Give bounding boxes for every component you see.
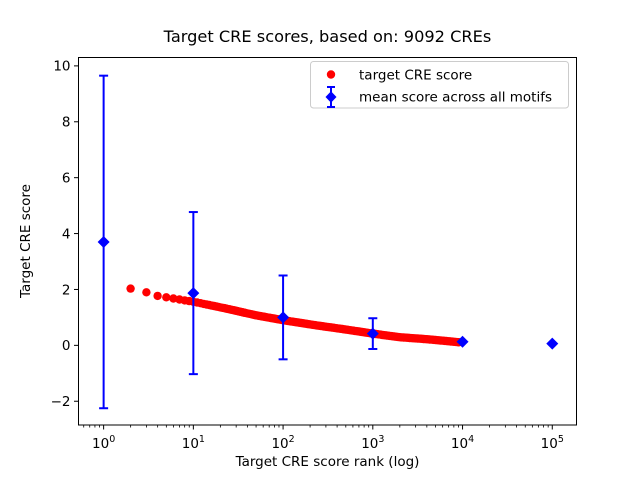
axes-spines [78,57,577,426]
y-axis-label: Target CRE score [18,184,34,299]
legend-label-target-score: target CRE score [359,68,472,84]
axis-ticks: −2 0 2 4 6 8 10 100 101 102 103 104 105 [51,59,564,452]
x-tick-label: 100 [92,434,115,452]
red-data-point [142,288,151,297]
plot-area [78,57,577,425]
blue-mean-diamond [97,235,110,248]
blue-mean-diamond [366,327,379,340]
y-tick-label: 6 [62,170,71,186]
y-tick-label: 0 [62,338,71,354]
legend-red-dot-marker [326,70,336,79]
legend: target CRE score mean score across all m… [310,61,569,109]
red-data-point [153,291,162,301]
y-tick-label: 10 [53,59,70,75]
red-data-point [126,284,135,293]
y-tick-label: 4 [62,226,71,242]
y-tick-label: −2 [51,394,71,410]
y-tick-label: 2 [62,282,71,298]
blue-mean-diamond [456,335,469,348]
x-tick-label: 101 [182,434,205,452]
legend-label-mean-score: mean score across all motifs [359,90,552,106]
blue-errorbar-series [97,74,559,410]
x-tick-label: 102 [271,434,294,452]
blue-mean-diamond [277,311,290,324]
legend-errorbar-marker [325,86,337,108]
blue-mean-diamond [187,287,200,300]
legend-box [310,61,569,109]
blue-mean-diamond [546,337,559,350]
x-tick-label: 105 [541,434,564,452]
y-tick-label: 8 [62,115,71,131]
red-data-point [162,293,171,302]
chart-title: Target CRE scores, based on: 9092 CREs [163,27,492,46]
x-tick-label: 104 [451,434,474,452]
x-tick-label: 103 [361,434,384,452]
x-axis-label: Target CRE score rank (log) [235,454,420,470]
